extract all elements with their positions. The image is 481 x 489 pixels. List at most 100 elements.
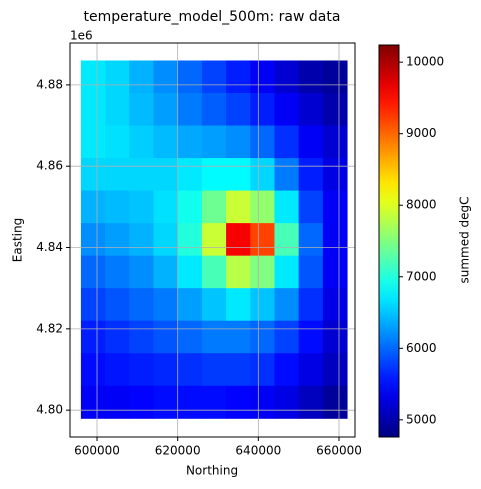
heat-cell xyxy=(129,93,154,127)
heat-cell xyxy=(153,385,179,419)
heat-cell xyxy=(201,158,227,192)
heat-cell xyxy=(177,93,203,127)
heat-cell xyxy=(322,93,348,127)
heat-cell xyxy=(322,190,348,224)
heat-cell xyxy=(80,93,106,127)
heat-cell xyxy=(250,60,275,94)
heat-cell xyxy=(226,93,251,127)
heat-cell xyxy=(298,60,324,94)
chart-title: temperature_model_500m: raw data xyxy=(84,9,341,25)
heat-cell xyxy=(105,288,130,322)
heat-cell xyxy=(201,288,227,322)
heat-cell xyxy=(80,320,106,354)
heat-cell xyxy=(80,353,106,387)
heat-cell xyxy=(250,385,275,419)
heat-cell xyxy=(201,190,227,224)
heat-cell xyxy=(274,385,300,419)
y-axis-label: Easting xyxy=(11,218,25,262)
heat-cell xyxy=(298,190,324,224)
heat-cell xyxy=(250,190,275,224)
heat-cell xyxy=(153,255,179,289)
heat-cell xyxy=(201,60,227,94)
y-offset-label: 1e6 xyxy=(70,29,93,43)
heat-cell xyxy=(201,385,227,419)
heat-cell xyxy=(274,255,300,289)
heat-cell xyxy=(177,60,203,94)
heat-cell xyxy=(80,255,106,289)
heat-cell xyxy=(298,223,324,257)
heat-cell xyxy=(177,353,203,387)
heat-cell xyxy=(105,353,130,387)
heat-cell xyxy=(177,288,203,322)
heat-cell xyxy=(105,60,130,94)
heat-cell xyxy=(177,385,203,419)
heat-cell xyxy=(129,223,154,257)
heat-cell xyxy=(274,353,300,387)
heat-cell xyxy=(129,353,154,387)
heat-cell xyxy=(129,255,154,289)
heat-cell xyxy=(105,223,130,257)
heat-cell xyxy=(80,288,106,322)
colorbar xyxy=(378,44,400,438)
heat-cell xyxy=(226,223,251,257)
heat-cell xyxy=(274,288,300,322)
heat-cell xyxy=(153,288,179,322)
heat-cell xyxy=(80,125,106,159)
heat-cell xyxy=(274,125,300,159)
heat-cell xyxy=(201,353,227,387)
heat-cell xyxy=(274,158,300,192)
heat-cell xyxy=(322,223,348,257)
heat-cell xyxy=(298,125,324,159)
y-tick-label: 4.82 xyxy=(36,321,63,335)
colorbar-tick-label: 7000 xyxy=(406,269,437,283)
heat-cell xyxy=(274,320,300,354)
heat-cell xyxy=(153,125,179,159)
heat-cell xyxy=(201,223,227,257)
heat-cell xyxy=(274,223,300,257)
heat-cell xyxy=(322,158,348,192)
heat-cell xyxy=(201,320,227,354)
heat-cell xyxy=(80,60,106,94)
heat-cell xyxy=(298,320,324,354)
heat-cell xyxy=(201,125,227,159)
heat-cell xyxy=(298,288,324,322)
heat-cell xyxy=(250,158,275,192)
heat-cell xyxy=(250,125,275,159)
axes-frame xyxy=(69,42,356,438)
heat-cell xyxy=(226,60,251,94)
x-tick-label: 600000 xyxy=(74,444,120,458)
heat-cell xyxy=(250,353,275,387)
heat-cell xyxy=(250,223,275,257)
heat-cell xyxy=(226,385,251,419)
y-tick-label: 4.84 xyxy=(36,240,63,254)
x-tick-label: 660000 xyxy=(316,444,362,458)
heat-cell xyxy=(177,158,203,192)
heat-cell xyxy=(298,158,324,192)
heat-cell xyxy=(322,353,348,387)
x-tick-label: 640000 xyxy=(235,444,281,458)
colorbar-label: summed degC xyxy=(458,196,472,283)
heat-cell xyxy=(129,125,154,159)
heat-cell xyxy=(250,255,275,289)
heat-cell xyxy=(80,190,106,224)
heat-cell xyxy=(298,255,324,289)
heat-cell xyxy=(80,385,106,419)
heat-cell xyxy=(322,288,348,322)
heat-cell xyxy=(129,190,154,224)
colorbar-tick-label: 9000 xyxy=(406,126,437,140)
heat-cell xyxy=(226,190,251,224)
heat-cell xyxy=(129,60,154,94)
colorbar-tick-label: 6000 xyxy=(406,341,437,355)
heat-cell xyxy=(105,158,130,192)
colorbar-tick-label: 10000 xyxy=(406,55,444,69)
heat-cell xyxy=(105,190,130,224)
heat-cell xyxy=(129,385,154,419)
heat-cell xyxy=(226,158,251,192)
heat-cell xyxy=(153,190,179,224)
y-tick-label: 4.88 xyxy=(36,77,63,91)
y-tick-label: 4.86 xyxy=(36,159,63,173)
heat-cell xyxy=(80,158,106,192)
heat-cell xyxy=(322,255,348,289)
heat-cell xyxy=(250,93,275,127)
